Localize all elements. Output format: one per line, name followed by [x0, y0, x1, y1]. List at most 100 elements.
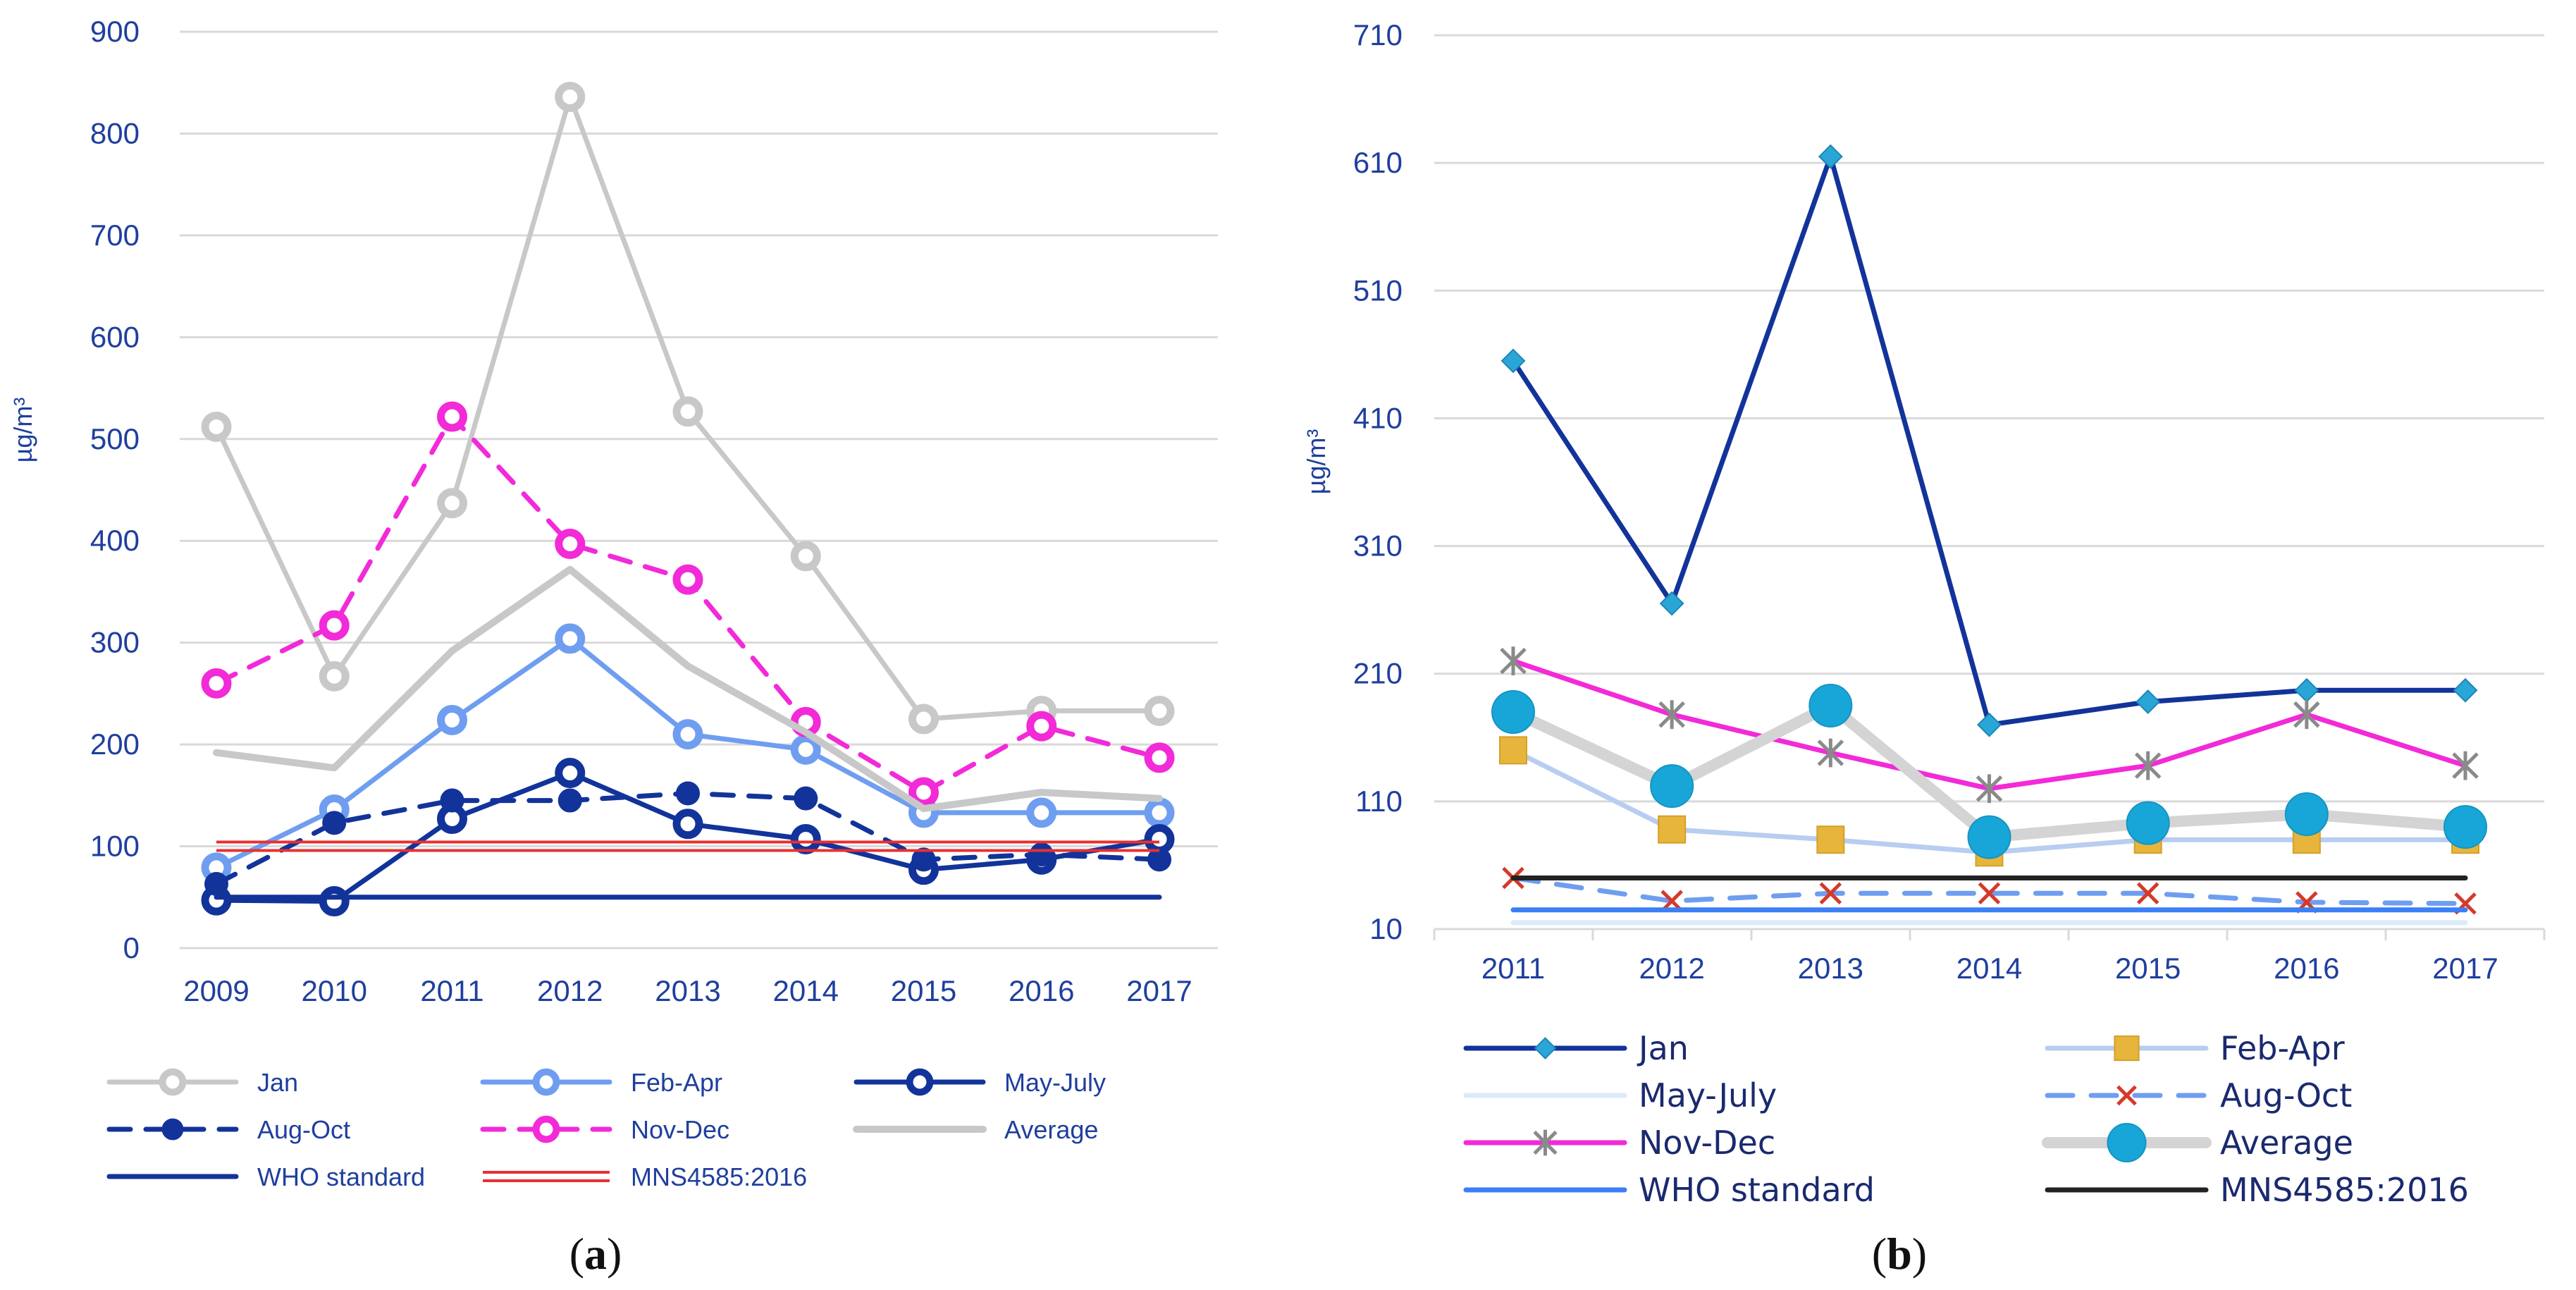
legend-entry-aug-oct: Aug-Oct	[106, 1115, 350, 1144]
panel-caption-open: (	[1872, 1229, 1887, 1279]
x-tick-label: 2009	[183, 974, 249, 1007]
y-tick-label: 600	[90, 320, 140, 353]
series-average	[1491, 684, 2487, 859]
legend-marker-aug-oct	[2116, 1085, 2137, 1106]
legend-entry-who-standard: WHO standard	[1463, 1171, 1875, 1209]
x-tick-label: 2015	[2115, 952, 2181, 985]
data-point-jan	[2453, 677, 2478, 703]
data-point-may-july	[790, 823, 821, 854]
panel-caption-close: )	[1912, 1229, 1927, 1279]
data-point-average	[1808, 684, 1853, 727]
y-tick-label: 0	[123, 931, 140, 964]
data-point-jan	[1977, 712, 2002, 737]
data-point-average	[1491, 690, 1535, 735]
legend-label-jan: Jan	[1637, 1029, 1689, 1067]
data-point-jan	[2294, 677, 2319, 703]
y-tick-label: 10	[1369, 912, 1403, 945]
panel-caption-letter: b	[1887, 1229, 1912, 1279]
series-line-average	[213, 565, 1163, 813]
legend-marker-jan	[159, 1068, 187, 1096]
data-point-feb-apr	[1499, 736, 1527, 765]
y-tick-label: 110	[1355, 785, 1403, 818]
y-tick-label: 300	[90, 626, 140, 659]
series-aug-oct	[204, 781, 1171, 896]
x-tick-label: 2010	[302, 974, 367, 1007]
legend-entry-may-july: May-July	[853, 1068, 1106, 1097]
x-tick-label: 2013	[655, 974, 720, 1007]
data-point-nov-dec	[2134, 751, 2162, 780]
data-point-average	[1967, 815, 2011, 859]
data-point-nov-dec	[1658, 700, 1685, 730]
data-point-jan	[319, 661, 350, 692]
data-point-nov-dec	[2293, 700, 2320, 730]
data-point-nov-dec	[201, 668, 232, 699]
data-point-average	[1650, 764, 1694, 809]
legend-marker-average	[2107, 1123, 2147, 1162]
legend-entry-may-july: May-July	[1463, 1076, 1777, 1114]
data-point-jan	[1659, 591, 1684, 616]
y-tick-label: 510	[1353, 274, 1403, 307]
x-tick-label: 2016	[1009, 974, 1074, 1007]
data-point-jan	[908, 704, 939, 735]
data-point-average	[2443, 805, 2487, 849]
y-tick-label: 900	[90, 15, 140, 48]
x-tick-label: 2012	[1639, 952, 1704, 985]
legend-entry-who-standard: WHO standard	[106, 1162, 425, 1191]
data-point-jan	[1818, 144, 1843, 169]
series-nov-dec	[1500, 646, 2479, 804]
x-tick-label: 2017	[2432, 952, 2498, 985]
data-point-nov-dec	[1817, 738, 1844, 768]
data-point-may-july	[555, 758, 586, 789]
data-point-feb-apr	[1144, 797, 1175, 828]
legend-entry-nov-dec: Nov-Dec	[480, 1115, 729, 1144]
legend-marker-jan	[1534, 1037, 1557, 1059]
data-point-feb-apr	[1026, 797, 1057, 828]
chart-a: 0 100 200 300 400 500 600 700 800 900 2009 2010 2011…	[8, 15, 1218, 1279]
legend-entry-feb-apr: Feb-Apr	[2045, 1029, 2345, 1067]
y-tick-label: 610	[1353, 146, 1403, 179]
x-tick-label: 2011	[420, 974, 483, 1007]
data-point-may-july	[319, 886, 350, 917]
x-tick-label: 2015	[891, 974, 956, 1007]
legend-label-aug-oct: Aug-Oct	[257, 1115, 350, 1144]
legend-entry-jan: Jan	[1463, 1029, 1689, 1067]
data-point-nov-dec	[1144, 742, 1175, 773]
data-point-feb-apr	[790, 734, 821, 765]
legend-marker-may-july	[906, 1068, 934, 1096]
legend-label-nov-dec: Nov-Dec	[631, 1115, 729, 1144]
legend-label-nov-dec: Nov-Dec	[1639, 1124, 1775, 1162]
data-point-jan	[2136, 689, 2161, 714]
legend-marker-nov-dec	[1533, 1129, 1558, 1156]
y-tick-label: 710	[1353, 18, 1403, 51]
data-point-aug-oct	[557, 788, 582, 813]
y-axis-label: µg/m³	[8, 398, 37, 463]
data-point-aug-oct	[911, 847, 936, 872]
data-point-nov-dec	[1026, 711, 1057, 742]
y-tick-label: 410	[1353, 401, 1403, 434]
legend-entry-nov-dec: Nov-Dec	[1463, 1124, 1775, 1162]
x-tick-label: 2017	[1126, 974, 1192, 1007]
series-average	[213, 565, 1163, 813]
panel-caption-close: )	[607, 1229, 622, 1279]
series-line-aug-oct	[1510, 876, 2468, 907]
data-point-feb-apr	[672, 719, 703, 750]
legend-label-aug-oct: Aug-Oct	[2220, 1076, 2352, 1114]
panel-caption: (b)	[1872, 1229, 1927, 1279]
data-point-nov-dec	[1976, 774, 2003, 804]
data-point-aug-oct	[1029, 842, 1054, 867]
series-nov-dec	[201, 401, 1175, 808]
data-point-aug-oct	[1147, 847, 1171, 872]
data-point-feb-apr	[1658, 815, 1687, 844]
y-tick-label: 210	[1353, 657, 1403, 690]
legend-entry-jan: Jan	[106, 1068, 298, 1097]
data-point-jan	[1500, 348, 1526, 374]
legend-marker-nov-dec	[532, 1115, 560, 1143]
data-point-feb-apr	[437, 704, 467, 735]
data-point-nov-dec	[319, 610, 350, 641]
x-tick-label: 2016	[2274, 952, 2339, 985]
data-point-aug-oct	[322, 811, 347, 835]
data-point-feb-apr	[555, 623, 586, 654]
data-point-may-july	[1144, 823, 1175, 854]
